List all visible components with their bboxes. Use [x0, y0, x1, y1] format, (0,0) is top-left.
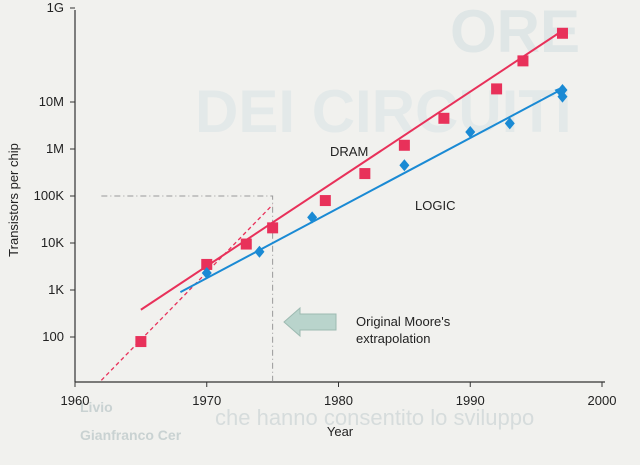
x-tick-label: 1960: [61, 393, 90, 408]
y-tick-label: 100K: [34, 188, 65, 203]
data-point-dram: [267, 222, 279, 234]
bg-caption-1: Livio: [80, 399, 113, 415]
bg-headline-bottom: DEI CIRCUITI: [195, 78, 572, 145]
data-point-dram: [240, 238, 252, 250]
x-tick-label: 1970: [192, 393, 221, 408]
data-point-logic: [307, 211, 318, 224]
data-point-logic: [465, 125, 476, 138]
data-point-logic: [504, 117, 515, 130]
moore-box-outline: [101, 195, 274, 382]
data-point-dram: [556, 27, 568, 39]
moore-annotation-line1: Original Moore's: [356, 314, 451, 329]
moore-extrapolation: [100, 195, 274, 382]
data-point-logic: [557, 84, 568, 97]
y-tick-label: 1K: [48, 282, 64, 297]
data-point-dram: [359, 168, 371, 180]
y-axis-ticks: 100 1K 10K 100K 1M 10M 1G: [34, 0, 75, 344]
x-tick-label: 1980: [324, 393, 353, 408]
data-point-dram: [491, 83, 503, 95]
moore-arrow-icon: [283, 306, 337, 338]
data-point-logic: [557, 90, 568, 103]
data-point-dram: [319, 195, 331, 207]
data-point-logic: [399, 159, 410, 172]
data-point-logic: [201, 266, 212, 279]
data-point-dram: [135, 336, 147, 348]
y-tick-label: 100: [42, 329, 64, 344]
x-tick-label: 2000: [588, 393, 617, 408]
data-point-dram: [438, 112, 450, 124]
data-point-dram: [398, 139, 410, 151]
x-tick-label: 1990: [456, 393, 485, 408]
moore-dashed-line: [100, 204, 274, 381]
data-markers: [135, 27, 568, 348]
series-label-dram: DRAM: [330, 144, 368, 159]
x-axis-ticks: 1960 1970 1980 1990 2000: [61, 382, 617, 408]
moore-annotation-line2: extrapolation: [356, 331, 430, 346]
bg-body-text: che hanno consentito lo sviluppo: [215, 405, 534, 430]
y-tick-label: 1M: [46, 141, 64, 156]
y-axis-title: Transistors per chip: [6, 143, 21, 257]
trend-line-logic: [179, 88, 563, 294]
y-tick-label: 1G: [47, 0, 64, 15]
data-point-dram: [201, 258, 213, 270]
bg-caption-2: Gianfranco Cer: [80, 427, 182, 443]
data-point-dram: [517, 55, 529, 67]
x-axis-title: Year: [327, 424, 354, 439]
y-tick-label: 10K: [41, 235, 64, 250]
data-point-logic: [254, 245, 265, 258]
y-tick-label: 10M: [39, 94, 64, 109]
series-label-logic: LOGIC: [415, 198, 455, 213]
